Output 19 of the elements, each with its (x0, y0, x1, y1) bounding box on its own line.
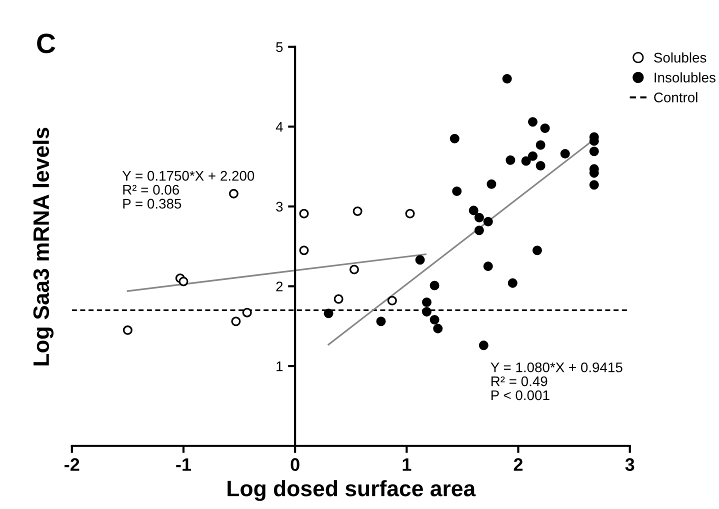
x-axis-title: Log dosed surface area (228, 480, 476, 501)
legend-label: Solubles (654, 52, 706, 63)
annotation: Y = 0.1750*X + 2.200 R² = 0.06 P = 0.385 (122, 170, 254, 209)
y-tick-label: 2 (276, 282, 283, 292)
y-tick-label: 1 (276, 362, 283, 372)
x-tick-label: 3 (625, 458, 634, 471)
y-axis-title: Log Saa3 mRNA levels (32, 128, 54, 366)
y-tick-label: 5 (276, 42, 283, 52)
chart-title: C (37, 34, 56, 54)
legend-label: Insolubles (654, 72, 716, 82)
y-tick-label: 4 (276, 122, 283, 132)
x-tick-label: -1 (176, 458, 192, 471)
y-tick-label: 3 (276, 202, 283, 212)
x-tick-label: 2 (514, 458, 523, 471)
x-tick-label: 1 (402, 458, 412, 471)
x-tick-label: 0 (290, 458, 300, 471)
legend-label: Control (654, 92, 698, 102)
annotation: Y = 1.080*X + 0.9415 R² = 0.49 P < 0.001 (490, 362, 622, 400)
x-tick-label: -2 (64, 458, 80, 471)
